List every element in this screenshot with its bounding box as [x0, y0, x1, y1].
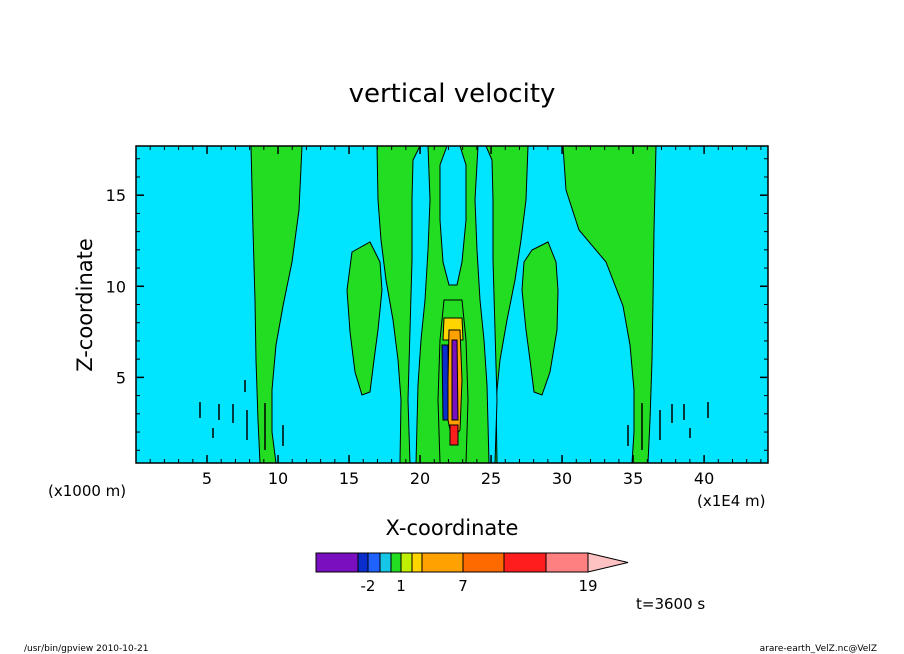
- colorbar-segment: [357, 552, 369, 573]
- contour-right-lobe: [521, 241, 559, 396]
- plot-area: [135, 145, 769, 464]
- colorbar-segment: [367, 552, 381, 573]
- surface-wave-ticks: [199, 380, 709, 450]
- colorbar: -2 1 7 19: [315, 552, 629, 595]
- contour-core-dark: [451, 339, 459, 421]
- x-tick-label: 40: [694, 469, 714, 488]
- colorbar-segment: [421, 552, 464, 573]
- colorbar-segment: [400, 552, 413, 573]
- y-tick-label: 5: [116, 368, 126, 387]
- colorbar-segment: [315, 552, 359, 573]
- colorbar-segment: [390, 552, 402, 573]
- x-tick-label: 5: [202, 469, 212, 488]
- x-tick-label: 25: [481, 469, 501, 488]
- colorbar-tick-label: -2: [361, 577, 376, 595]
- colorbar-segment: [545, 552, 589, 573]
- x-tick-label: 30: [552, 469, 572, 488]
- x-tick-label: 10: [268, 469, 288, 488]
- y-axis-label: Z-coordinate: [73, 238, 97, 372]
- x-tick-label: 20: [410, 469, 430, 488]
- contour-center-inner-left: [407, 145, 431, 464]
- y-tick-label: 10: [106, 277, 126, 296]
- x-axis-label: X-coordinate: [386, 516, 519, 540]
- colorbar-segment: [379, 552, 392, 573]
- colorbar-tick-label: 7: [458, 577, 468, 595]
- contour-left-outer: [250, 145, 303, 464]
- x-axis: 5 10 15 20 25 30 35 40: [149, 146, 762, 488]
- colorbar-arrow: [587, 552, 629, 573]
- footer-left: /usr/bin/gpview 2010-10-21: [24, 644, 148, 654]
- contour-left-lobe: [346, 241, 383, 396]
- contours: [250, 145, 657, 464]
- colorbar-segment: [462, 552, 505, 573]
- contour-right-outer: [562, 145, 657, 464]
- chart-title: vertical velocity: [349, 79, 556, 109]
- colorbar-segment: [503, 552, 547, 573]
- x-tick-label: 15: [339, 469, 359, 488]
- y-axis: 5 10 15: [106, 158, 768, 451]
- contour-core-red: [449, 424, 459, 446]
- colorbar-tick-label: 1: [396, 577, 406, 595]
- x-tick-label: 35: [623, 469, 643, 488]
- y-tick-label: 15: [106, 186, 126, 205]
- x-unit-left: (x1000 m): [48, 482, 126, 500]
- footer-right: arare-earth_VelZ.nc@VelZ: [760, 644, 877, 654]
- colorbar-tick-label: 19: [578, 577, 597, 595]
- time-label: t=3600 s: [636, 595, 705, 613]
- x-unit-right: (x1E4 m): [697, 492, 766, 510]
- colorbar-segment: [411, 552, 423, 573]
